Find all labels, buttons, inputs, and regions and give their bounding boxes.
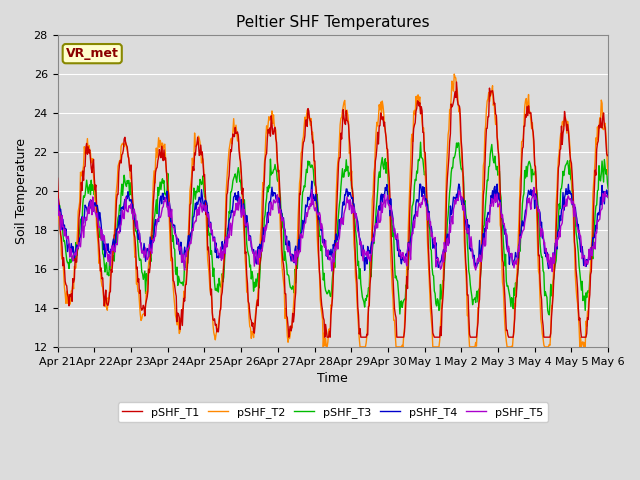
Line: pSHF_T3: pSHF_T3 [58,142,608,315]
pSHF_T1 [285,334,292,340]
pSHF_T4 [604,195,612,201]
pSHF_T2 [417,108,424,114]
pSHF_T3 [417,139,424,145]
pSHF_T2 [63,300,71,306]
pSHF_T4 [63,249,71,254]
pSHF_T1 [401,329,408,335]
Line: pSHF_T1: pSHF_T1 [58,82,608,337]
pSHF_T2 [120,144,128,150]
pSHF_T4 [361,267,369,273]
pSHF_T3 [176,280,184,286]
Title: Peltier SHF Temperatures: Peltier SHF Temperatures [236,15,429,30]
pSHF_T4 [308,178,316,184]
pSHF_T3 [63,260,71,265]
pSHF_T5 [54,196,61,202]
pSHF_T5 [604,193,612,199]
pSHF_T5 [530,185,538,191]
pSHF_T2 [205,273,213,279]
pSHF_T1 [54,175,61,181]
pSHF_T3 [120,172,128,178]
Y-axis label: Soil Temperature: Soil Temperature [15,138,28,244]
pSHF_T1 [604,153,612,158]
pSHF_T3 [205,233,213,239]
pSHF_T1 [63,291,71,297]
pSHF_T5 [205,218,213,224]
pSHF_T5 [176,245,184,251]
pSHF_T3 [416,155,424,160]
pSHF_T1 [205,254,213,260]
pSHF_T5 [416,202,424,207]
pSHF_T1 [417,111,424,117]
Line: pSHF_T5: pSHF_T5 [58,188,608,272]
pSHF_T4 [176,252,184,257]
pSHF_T4 [205,224,213,229]
pSHF_T5 [120,216,128,222]
pSHF_T1 [120,136,128,142]
pSHF_T5 [548,269,556,275]
pSHF_T3 [54,213,61,218]
pSHF_T5 [400,254,408,260]
pSHF_T4 [401,258,409,264]
pSHF_T2 [451,71,458,77]
pSHF_T4 [120,200,128,206]
Line: pSHF_T2: pSHF_T2 [58,74,608,347]
pSHF_T1 [452,79,460,85]
pSHF_T3 [545,312,553,318]
pSHF_T2 [176,328,184,334]
Text: VR_met: VR_met [66,47,118,60]
pSHF_T2 [604,172,612,178]
Line: pSHF_T4: pSHF_T4 [58,181,608,270]
pSHF_T2 [401,324,408,330]
pSHF_T4 [417,187,425,192]
pSHF_T5 [63,234,71,240]
pSHF_T2 [319,344,327,350]
pSHF_T1 [176,326,184,332]
pSHF_T4 [54,196,61,202]
Legend: pSHF_T1, pSHF_T2, pSHF_T3, pSHF_T4, pSHF_T5: pSHF_T1, pSHF_T2, pSHF_T3, pSHF_T4, pSHF… [118,402,548,422]
pSHF_T2 [54,200,61,205]
pSHF_T3 [604,186,612,192]
pSHF_T3 [400,298,408,303]
X-axis label: Time: Time [317,372,348,385]
